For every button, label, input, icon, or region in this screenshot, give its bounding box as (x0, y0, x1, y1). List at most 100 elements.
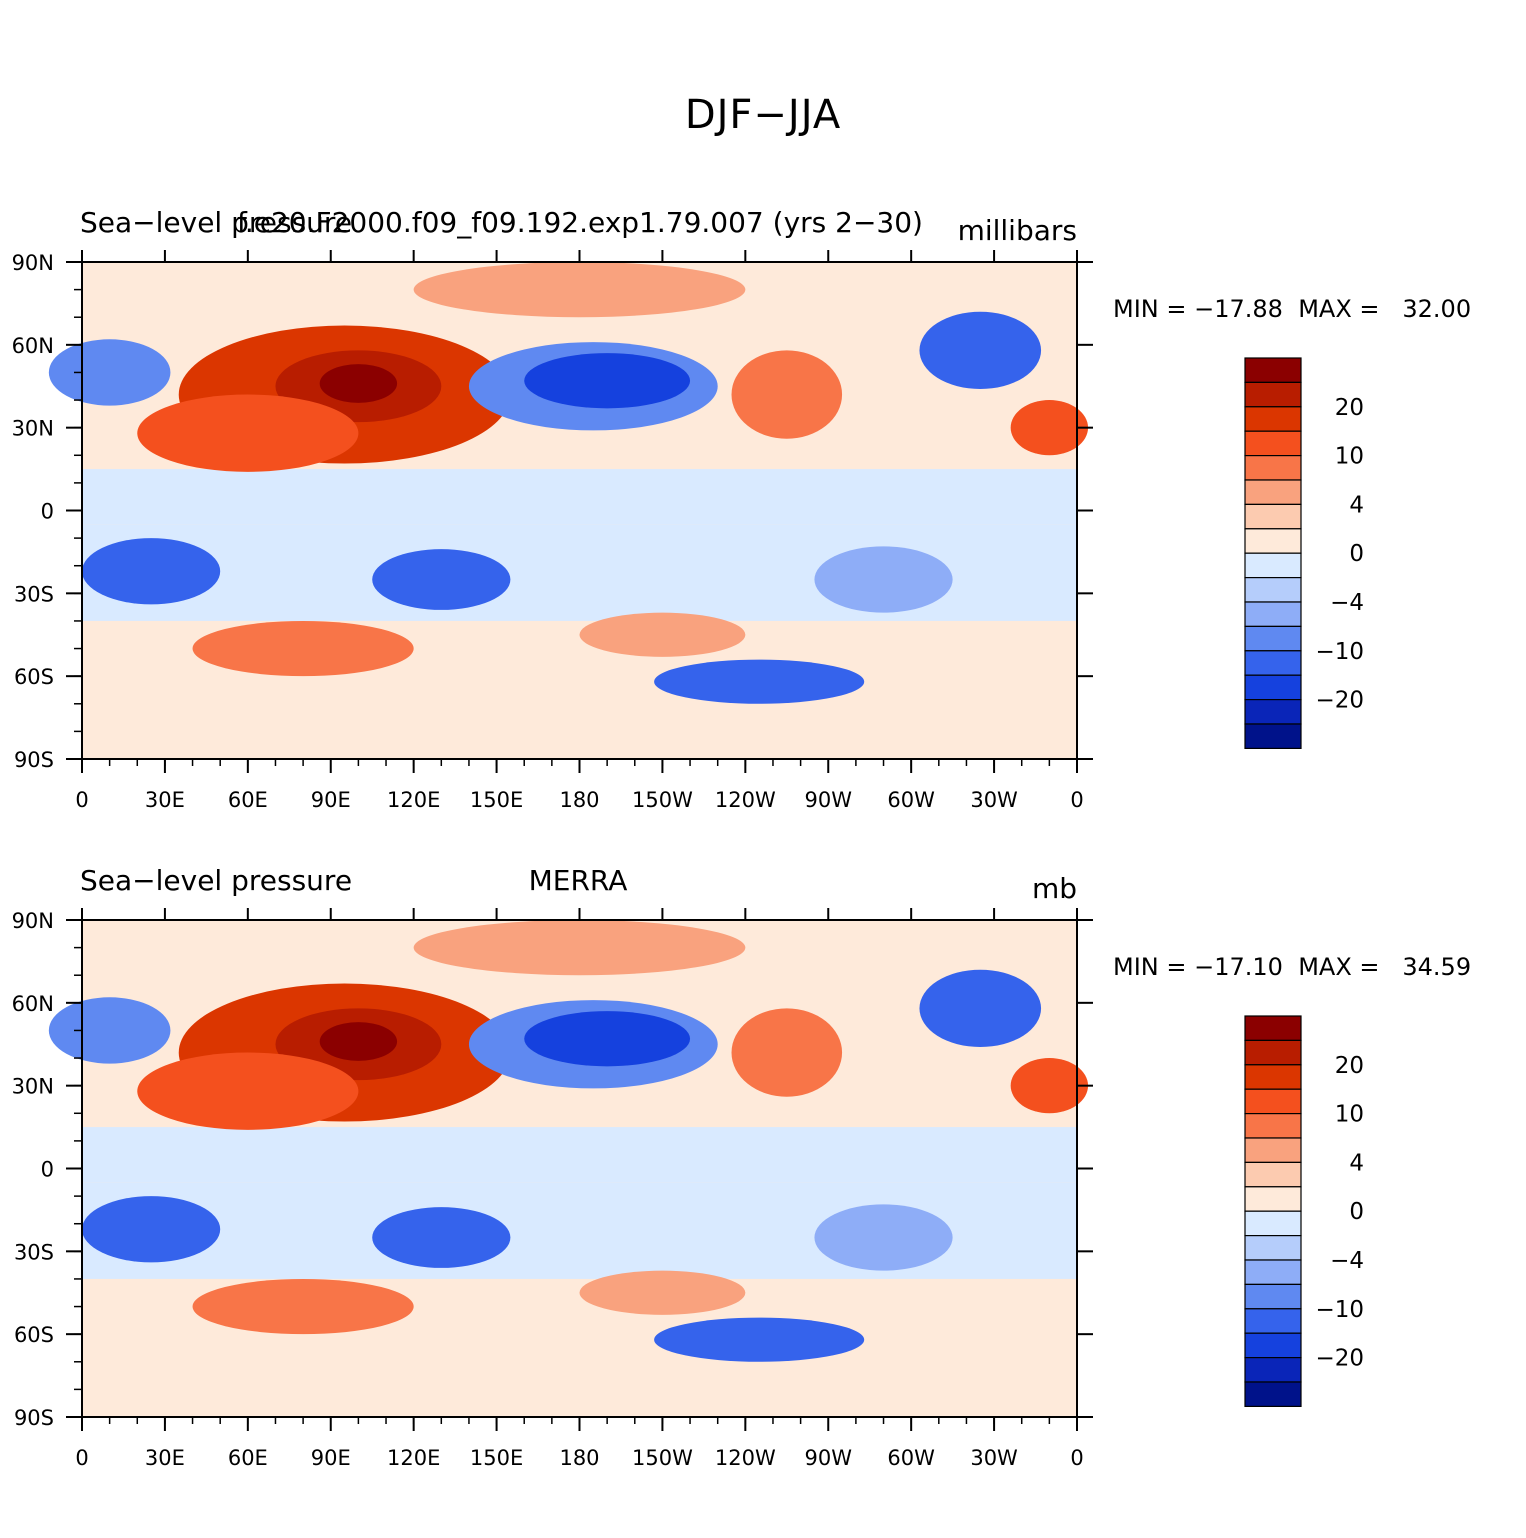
panel-center-title: MERRA (529, 864, 628, 897)
lon-label: 120E (387, 788, 440, 812)
field-blob-4 (137, 1052, 359, 1130)
field-blob-8 (919, 969, 1042, 1048)
field-blob-14 (579, 612, 746, 657)
field-blob-3 (319, 1022, 398, 1061)
colorbar-swatch (1244, 1210, 1302, 1237)
min-label-top: MIN = −17.88 (1113, 295, 1283, 323)
colorbar-label: −4 (1330, 1248, 1364, 1274)
lat-label: 30N (12, 417, 54, 441)
field-blob-10 (82, 538, 221, 605)
panel-units: mb (1032, 872, 1077, 905)
colorbar-swatch (1244, 577, 1302, 603)
colorbar-swatch (1244, 1235, 1302, 1261)
colorbar-label: −10 (1315, 639, 1364, 665)
field-blob-10 (82, 1196, 221, 1263)
colorbar-label: 10 (1335, 444, 1364, 470)
colorbar-swatch (1244, 430, 1302, 457)
lat-label: 90N (12, 909, 54, 933)
map-panel-top: 90N 60N 30N 0 30S 60S 90S 0 30E 60E 90E 120E 150E 180… (12, 206, 1093, 812)
field-blob-11 (372, 1207, 511, 1268)
colorbar-swatch (1244, 406, 1302, 432)
lon-label: 180 (559, 1446, 599, 1470)
field-blob-4 (137, 394, 359, 472)
colorbar-label: −10 (1315, 1297, 1364, 1323)
lon-label: 60E (228, 788, 268, 812)
colorbar-swatch (1244, 1064, 1302, 1090)
colorbar-label: 10 (1335, 1102, 1364, 1128)
panel-left-title: Sea−level pressure (80, 864, 352, 897)
field-blob-12 (814, 1204, 953, 1271)
colorbar-swatch (1244, 625, 1302, 652)
lon-label: 90E (311, 1446, 351, 1470)
field-blob-0 (48, 997, 171, 1064)
panel-units: millibars (958, 214, 1077, 247)
field-blob-3 (319, 364, 398, 403)
colorbar-swatch (1244, 1112, 1302, 1139)
colorbar-swatch (1244, 674, 1302, 701)
field-blob-6 (524, 1011, 691, 1067)
lon-label: 150E (470, 1446, 523, 1470)
lon-label: 120W (715, 1446, 776, 1470)
lat-label: 30N (12, 1075, 54, 1099)
colorbar-label: 20 (1335, 1053, 1364, 1079)
lon-label: 60W (887, 1446, 935, 1470)
lon-label: 0 (1070, 788, 1083, 812)
colorbar-swatch (1244, 1039, 1302, 1066)
lon-label: 30E (145, 1446, 185, 1470)
field-blob-12 (814, 546, 953, 613)
colorbar-swatch (1244, 650, 1302, 676)
lon-label: 150W (632, 1446, 693, 1470)
lat-label: 30S (14, 582, 54, 606)
colorbar-label: −20 (1315, 688, 1364, 714)
lon-label: 60W (887, 788, 935, 812)
colorbar-label: 4 (1349, 1150, 1364, 1176)
minmax-bottom: MIN = −17.10 MAX = 34.59 (1113, 953, 1471, 981)
lon-label: 60E (228, 1446, 268, 1470)
lon-label: 90W (805, 788, 853, 812)
lon-label: 0 (75, 788, 88, 812)
lon-label: 30E (145, 788, 185, 812)
field-blob-11 (372, 549, 511, 610)
lat-label: 60S (14, 665, 54, 689)
colorbar-swatch (1244, 699, 1302, 725)
max-label-top: MAX = 32.00 (1298, 295, 1472, 323)
field-blob-7 (731, 350, 843, 439)
colorbar-bottom: 20 10 4 0 −4 −10 −20 (1244, 1015, 1364, 1407)
colorbar-swatch (1244, 601, 1302, 627)
lon-label: 0 (1070, 1446, 1083, 1470)
field-blob-13 (192, 1278, 414, 1335)
lon-label: 90E (311, 788, 351, 812)
equator-band (82, 469, 1077, 525)
colorbar-label: −20 (1315, 1346, 1364, 1372)
field-blob-9 (1010, 400, 1089, 456)
lat-label: 90N (12, 251, 54, 275)
colorbar-swatch (1244, 1015, 1302, 1041)
field-blob-6 (524, 353, 691, 409)
colorbar-swatch (1244, 357, 1302, 383)
colorbar-swatch (1244, 723, 1302, 749)
minmax-top: MIN = −17.88 MAX = 32.00 (1113, 295, 1471, 323)
lat-label: 0 (41, 500, 54, 524)
lon-label: 180 (559, 788, 599, 812)
lat-label: 60N (12, 334, 54, 358)
field-blob-14 (579, 1270, 746, 1315)
lon-label: 120E (387, 1446, 440, 1470)
colorbar-swatch (1244, 1283, 1302, 1310)
lat-label: 90S (14, 1406, 54, 1430)
lat-label: 30S (14, 1240, 54, 1264)
lon-label: 0 (75, 1446, 88, 1470)
colorbar-label: 4 (1349, 492, 1364, 518)
colorbar-label: −4 (1330, 590, 1364, 616)
colorbar-swatch (1244, 1137, 1302, 1163)
colorbar-swatch (1244, 1259, 1302, 1285)
figure-title: DJF−JJA (684, 92, 842, 138)
field-blob-15 (654, 1317, 865, 1362)
lon-label: 30W (970, 1446, 1018, 1470)
lon-label: 90W (805, 1446, 853, 1470)
field-blob-7 (731, 1008, 843, 1097)
field-blob-8 (919, 311, 1042, 390)
equator-band (82, 1127, 1077, 1183)
field-blob-16 (413, 920, 746, 976)
colorbar-label: 20 (1335, 395, 1364, 421)
field-blob-16 (413, 262, 746, 318)
